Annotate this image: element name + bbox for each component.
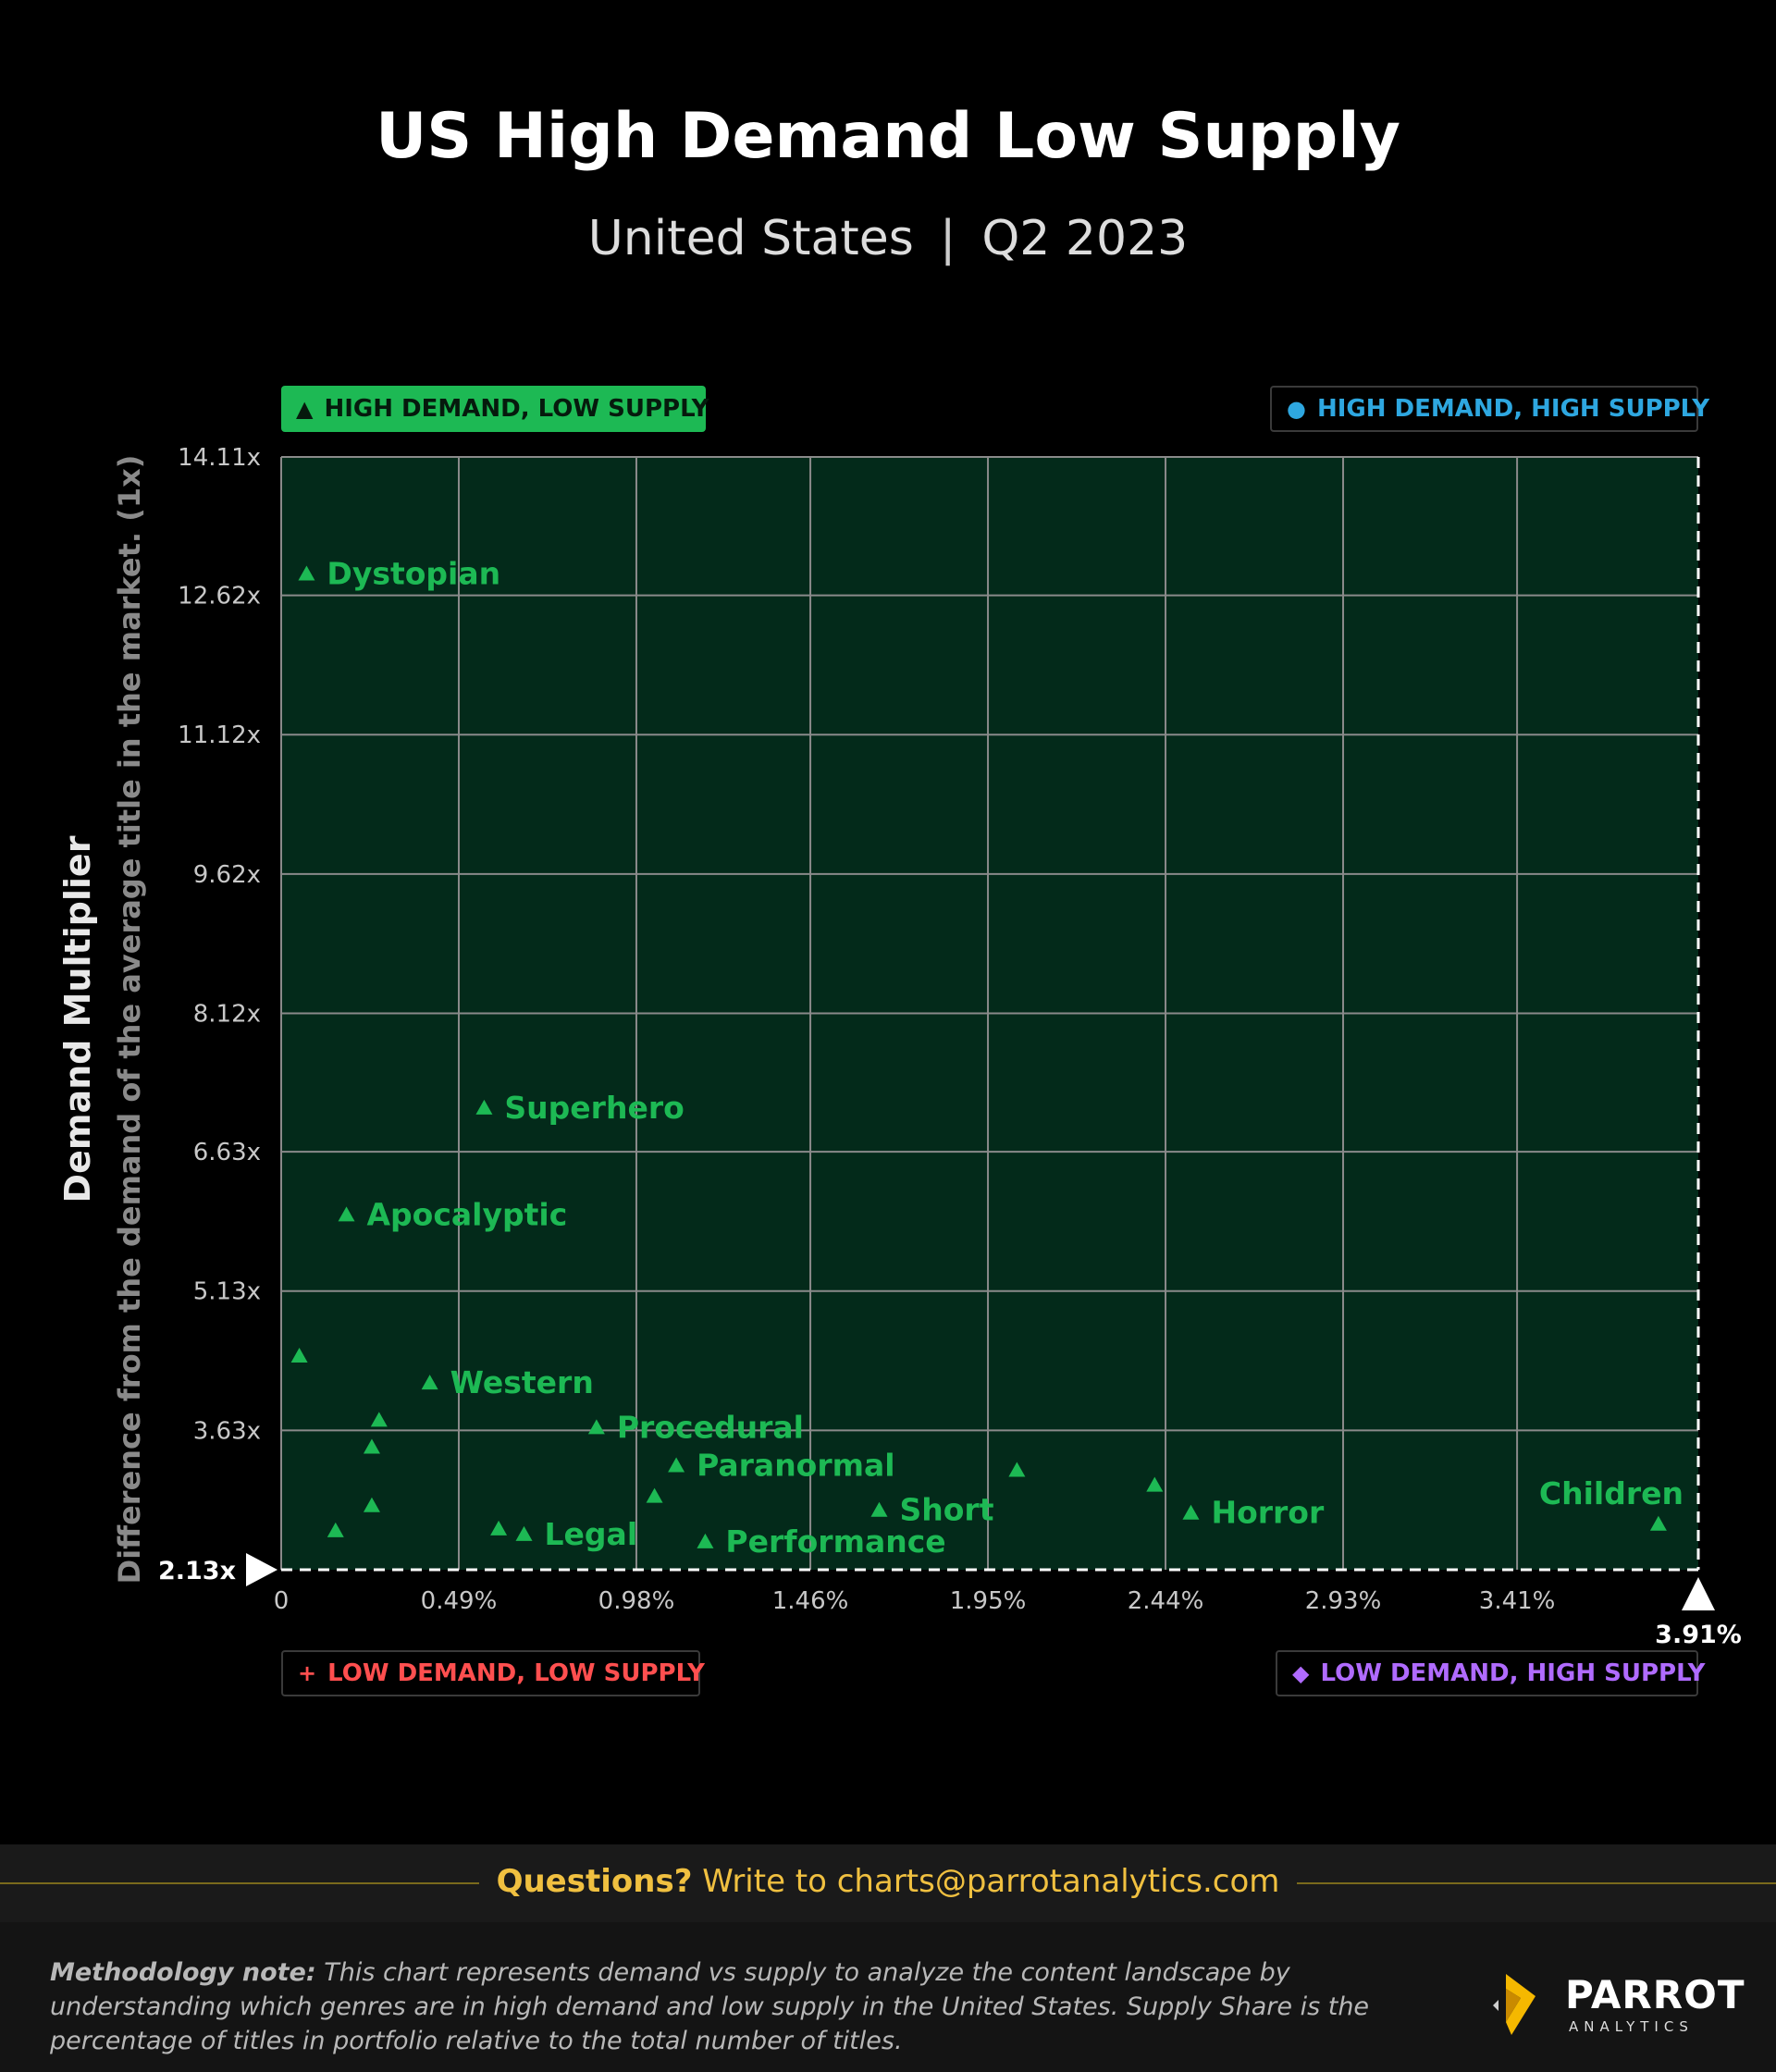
- x-reference-marker: [1682, 1577, 1715, 1610]
- data-point-triangle: [1649, 1515, 1667, 1531]
- data-point-label: Superhero: [504, 1090, 684, 1126]
- data-point-label: Dystopian: [327, 556, 500, 592]
- quadrant-badge-high-demand-high-supply: ● HIGH DEMAND, HIGH SUPPLY: [1270, 386, 1709, 432]
- data-point-triangle: [363, 1438, 380, 1454]
- data-point-triangle: [363, 1497, 380, 1512]
- logo-wordmark: PARROT: [1565, 1972, 1745, 2017]
- methodology-note: Methodology note: This chart represents …: [50, 1955, 1400, 2058]
- triangle-icon: ▲: [296, 396, 314, 422]
- y-tick-label: 3.63x: [193, 1417, 261, 1445]
- data-point-label: Performance: [725, 1523, 945, 1560]
- plus-icon: +: [298, 1660, 317, 1686]
- data-point-label: Legal: [545, 1516, 638, 1552]
- parrot-logo-icon: [1493, 1974, 1536, 2035]
- quadrant-label: HIGH DEMAND, LOW SUPPLY: [324, 395, 709, 423]
- x-tick-label: 3.41%: [1479, 1587, 1556, 1615]
- quadrant-badge-low-demand-low-supply: + LOW DEMAND, LOW SUPPLY: [281, 1650, 705, 1696]
- footer-divider-right: [1297, 1882, 1776, 1884]
- diamond-icon: ◆: [1292, 1660, 1310, 1686]
- data-point-triangle: [668, 1457, 685, 1473]
- data-point-triangle: [697, 1533, 714, 1548]
- data-point-triangle: [298, 565, 315, 581]
- circle-icon: ●: [1287, 396, 1306, 422]
- y-tick-label: 5.13x: [193, 1278, 261, 1306]
- data-point-triangle: [587, 1419, 605, 1435]
- methodology-area: Methodology note: This chart represents …: [0, 1922, 1776, 2072]
- methodology-text: This chart represents demand vs supply t…: [50, 1958, 1370, 2055]
- chart-subtitle: United States | Q2 2023: [0, 211, 1776, 266]
- x-tick-label: 2.44%: [1128, 1587, 1204, 1615]
- subtitle-separator: |: [939, 211, 956, 266]
- footer-divider-left: [0, 1882, 479, 1884]
- data-point-triangle: [515, 1525, 533, 1541]
- x-reference-label: 3.91%: [1655, 1621, 1742, 1649]
- quadrant-badge-high-demand-low-supply: ▲ HIGH DEMAND, LOW SUPPLY: [281, 386, 709, 432]
- data-point-triangle: [1008, 1462, 1026, 1477]
- parrot-analytics-logo: PARROT ANALYTICS: [1484, 1968, 1744, 2042]
- quadrant-badge-low-demand-high-supply: ◆ LOW DEMAND, HIGH SUPPLY: [1276, 1650, 1705, 1696]
- data-point-label: Apocalyptic: [367, 1196, 568, 1232]
- x-tick-label: 1.95%: [950, 1587, 1027, 1615]
- data-point-triangle: [1182, 1504, 1200, 1520]
- x-tick-label: 0: [274, 1587, 290, 1615]
- scatter-chart: 14.11x 12.62x 11.12x 9.62x 8.12x 6.63x 5.13x 3.…: [158, 444, 1742, 1649]
- data-point-triangle: [327, 1522, 344, 1537]
- quadrant-label: LOW DEMAND, LOW SUPPLY: [327, 1659, 705, 1687]
- data-point-label: Paranormal: [697, 1448, 895, 1484]
- y-tick-label: 11.12x: [178, 722, 261, 749]
- chart-title: US High Demand Low Supply: [376, 100, 1400, 173]
- x-tick-label: 0.49%: [421, 1587, 498, 1615]
- data-point-triangle: [490, 1520, 508, 1536]
- footer-questions: Questions? Write to charts@parrotanalyti…: [0, 1863, 1776, 1900]
- footer-contact-bar: Questions? Write to charts@parrotanalyti…: [0, 1844, 1776, 1922]
- period-label: Q2 2023: [981, 211, 1189, 266]
- data-point-label: Horror: [1211, 1495, 1325, 1531]
- data-point-triangle: [421, 1375, 438, 1390]
- y-tick-label: 6.63x: [193, 1139, 261, 1166]
- logo-subtext: ANALYTICS: [1569, 2018, 1694, 2035]
- data-point-triangle: [290, 1348, 308, 1363]
- y-tick-label: 12.62x: [178, 583, 261, 610]
- data-point-triangle: [646, 1487, 663, 1503]
- contact-email-text[interactable]: Write to charts@parrotanalytics.com: [692, 1863, 1280, 1900]
- data-point-triangle: [338, 1206, 355, 1222]
- y-tick-label: 14.11x: [178, 444, 261, 472]
- data-point-label: Western: [450, 1364, 594, 1400]
- quadrant-label: HIGH DEMAND, HIGH SUPPLY: [1316, 395, 1710, 423]
- data-point-label: Procedural: [617, 1409, 804, 1445]
- data-point-triangle: [370, 1412, 388, 1427]
- y-tick-label: 9.62x: [193, 861, 261, 889]
- y-reference-label: 2.13x: [158, 1557, 236, 1585]
- y-tick-label: 8.12x: [193, 1001, 261, 1029]
- y-reference-marker: [246, 1553, 278, 1586]
- data-point-triangle: [870, 1501, 888, 1517]
- questions-label: Questions?: [496, 1863, 693, 1900]
- data-point-triangle: [475, 1099, 493, 1115]
- x-tick-label: 1.46%: [772, 1587, 849, 1615]
- data-point-label: Children: [1539, 1475, 1684, 1511]
- methodology-label: Methodology note:: [50, 1958, 316, 1987]
- x-tick-label: 2.93%: [1305, 1587, 1382, 1615]
- data-point-triangle: [1146, 1476, 1164, 1492]
- data-point-label: Short: [899, 1492, 993, 1528]
- quadrant-label: LOW DEMAND, HIGH SUPPLY: [1320, 1659, 1706, 1687]
- region-label: United States: [587, 211, 914, 266]
- x-tick-label: 0.98%: [598, 1587, 675, 1615]
